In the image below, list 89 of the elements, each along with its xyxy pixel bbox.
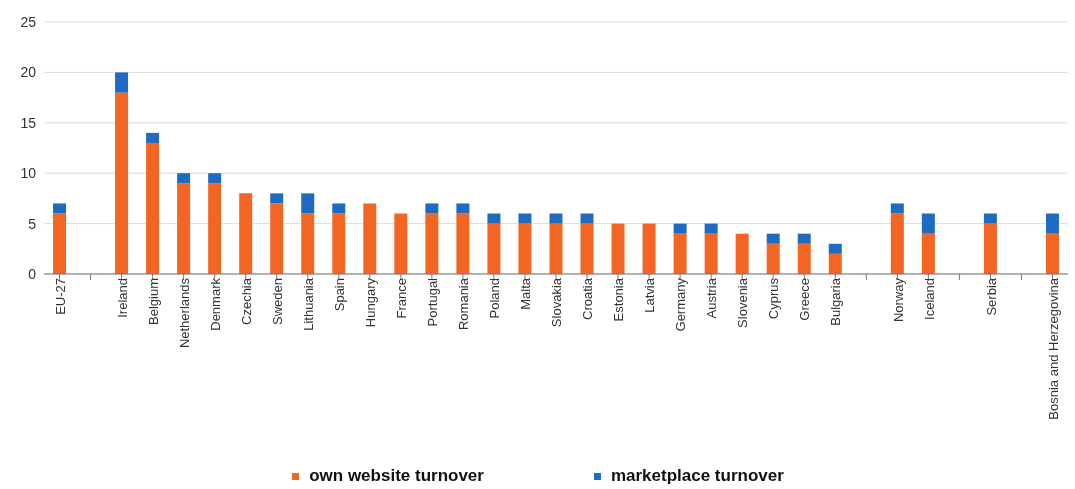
bar: [332, 203, 346, 214]
y-tick-label: 15: [20, 114, 37, 131]
x-tick-label: Norway: [890, 277, 906, 323]
x-tick-label: EU-27: [52, 278, 68, 315]
x-tick-label: Belgium: [145, 278, 161, 325]
bar: [239, 193, 253, 274]
x-tick-label: Portugal: [425, 277, 441, 327]
bar: [797, 243, 811, 274]
bar: [487, 223, 501, 274]
bar: [549, 213, 563, 224]
bar: [208, 173, 222, 184]
bar: [983, 213, 997, 224]
y-tick-label: 20: [20, 64, 37, 81]
bar: [425, 203, 439, 214]
bar: [146, 142, 160, 274]
x-tick-label: Croatia: [580, 277, 596, 320]
bar: [456, 203, 470, 214]
bar: [983, 223, 997, 274]
x-tick-label: Lithuania: [300, 277, 316, 331]
x-tick-label: Bulgaria: [828, 277, 844, 326]
bar: [53, 213, 66, 274]
bar: [642, 223, 656, 274]
x-tick-label: Bosnia and Herzegovina: [1045, 277, 1061, 420]
bar: [828, 253, 842, 274]
bar: [270, 203, 284, 274]
bar: [673, 233, 687, 274]
x-tick-label: Hungary: [363, 277, 379, 328]
bar: [580, 223, 594, 274]
bar: [797, 233, 811, 244]
bar: [704, 233, 718, 274]
x-tick-label: France: [394, 278, 410, 319]
bar: [890, 203, 904, 214]
x-tick-label: Slovakia: [549, 277, 565, 328]
x-tick-label: Austria: [704, 277, 720, 319]
bar: [611, 223, 625, 274]
x-tick-label: Cyprus: [766, 277, 782, 320]
bar: [704, 223, 718, 234]
bar: [580, 213, 594, 224]
y-tick-label: 10: [20, 165, 37, 182]
bar: [301, 193, 315, 214]
x-tick-label: Poland: [487, 278, 503, 319]
bar: [549, 223, 563, 274]
bar: [518, 223, 532, 274]
bar: [177, 173, 191, 184]
x-tick-label: Latvia: [642, 277, 658, 313]
x-tick-label: Estonia: [611, 277, 627, 322]
bar: [363, 203, 377, 274]
y-tick-label: 25: [20, 13, 37, 30]
bar: [487, 213, 501, 224]
bar: [394, 213, 408, 274]
x-tick-label: Ireland: [114, 278, 130, 318]
bar: [53, 203, 66, 214]
bar: [921, 213, 935, 234]
bar: [1045, 233, 1059, 274]
bar: [518, 213, 532, 224]
x-tick-label: Romania: [456, 277, 472, 331]
bar: [425, 213, 439, 274]
bar: [1045, 213, 1059, 234]
y-tick-label: 0: [28, 265, 37, 282]
x-tick-label: Czechia: [238, 277, 254, 325]
x-tick-label: Spain: [332, 278, 348, 312]
bar: [332, 213, 346, 274]
x-tick-label: Netherlands: [176, 277, 192, 349]
x-tick-label: Malta: [518, 277, 534, 310]
bar: [828, 243, 842, 254]
bar: [177, 183, 191, 274]
x-tick-label: Germany: [673, 277, 689, 332]
x-tick-label: Sweden: [269, 278, 285, 325]
bar: [766, 233, 780, 244]
bar: [146, 132, 160, 143]
bar: [301, 213, 315, 274]
bar: [456, 213, 470, 274]
bar: [921, 233, 935, 274]
bar: [270, 193, 284, 204]
x-tick-label: Denmark: [207, 277, 223, 331]
bar: [208, 183, 222, 274]
x-tick-label: Iceland: [921, 278, 937, 320]
bar: [673, 223, 687, 234]
x-tick-label: Serbia: [983, 277, 999, 316]
y-tick-label: 5: [28, 215, 37, 232]
x-tick-label: Slovenia: [735, 277, 751, 328]
x-tick-label: Greece: [797, 278, 813, 321]
bar: [735, 233, 749, 274]
bar: [766, 243, 780, 274]
bar: [890, 213, 904, 274]
bar: [115, 92, 129, 274]
legend-label: marketplace turnover: [609, 466, 784, 486]
bar: [115, 72, 129, 93]
legend-label: own website turnover: [308, 466, 484, 486]
